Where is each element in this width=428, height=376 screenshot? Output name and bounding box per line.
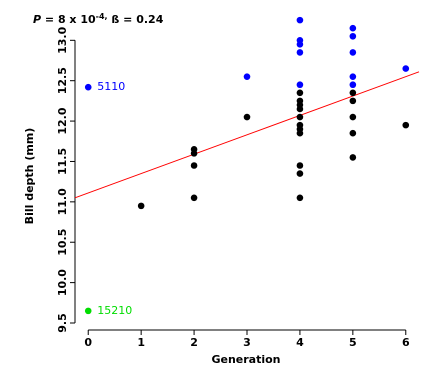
point [296,37,304,44]
point [296,97,304,105]
point [190,162,198,169]
y-tick-label: 13.0 [56,26,69,53]
y-tick-label: 10.0 [56,269,69,296]
x-tick-label: 4 [296,336,304,349]
y-tick-label: 10.5 [56,229,69,256]
point [243,113,251,121]
point [349,49,357,56]
point-label: 5110 [97,80,125,93]
y-tick-label: 11.0 [56,188,69,215]
point [296,162,304,169]
point [296,194,304,202]
y-tick-label: 11.5 [56,148,69,175]
point [296,16,304,24]
trendline [74,71,420,199]
point [349,81,357,89]
point [190,194,198,202]
point [296,121,304,129]
x-tick-label: 5 [349,336,357,349]
point [349,113,357,121]
point [349,89,357,97]
point [402,121,410,129]
chart-title: P = 8 x 10-4, ß = 0.24 [33,12,164,27]
point [349,129,357,137]
title-exponent: -4, [96,12,108,21]
point [243,73,251,80]
x-tick-label: 3 [243,336,251,349]
point [296,81,304,89]
y-tick-label: 9.5 [56,313,69,333]
point [349,97,357,105]
point [84,83,92,91]
point [137,202,145,210]
point [296,170,304,177]
title-text: = 8 x 10 [41,13,96,26]
point [296,113,304,121]
x-tick-label: 6 [402,336,410,349]
x-tick-label: 1 [137,336,145,349]
point [349,154,357,161]
x-tick-label: 2 [190,336,198,349]
point [349,32,357,40]
point [349,73,357,80]
point-label: 15210 [97,304,132,317]
y-tick-label: 12.0 [56,107,69,134]
point [296,49,304,56]
y-axis-label: Bill depth (mm) [23,128,36,225]
point [296,89,304,97]
title-rest: ß = 0.24 [108,13,164,26]
point [402,65,410,72]
point [190,146,198,153]
point [84,307,92,315]
y-tick-label: 12.5 [56,67,69,94]
point [349,24,357,32]
title-p: P [33,13,41,26]
x-tick-label: 0 [84,336,92,349]
x-axis-label: Generation [211,353,280,366]
